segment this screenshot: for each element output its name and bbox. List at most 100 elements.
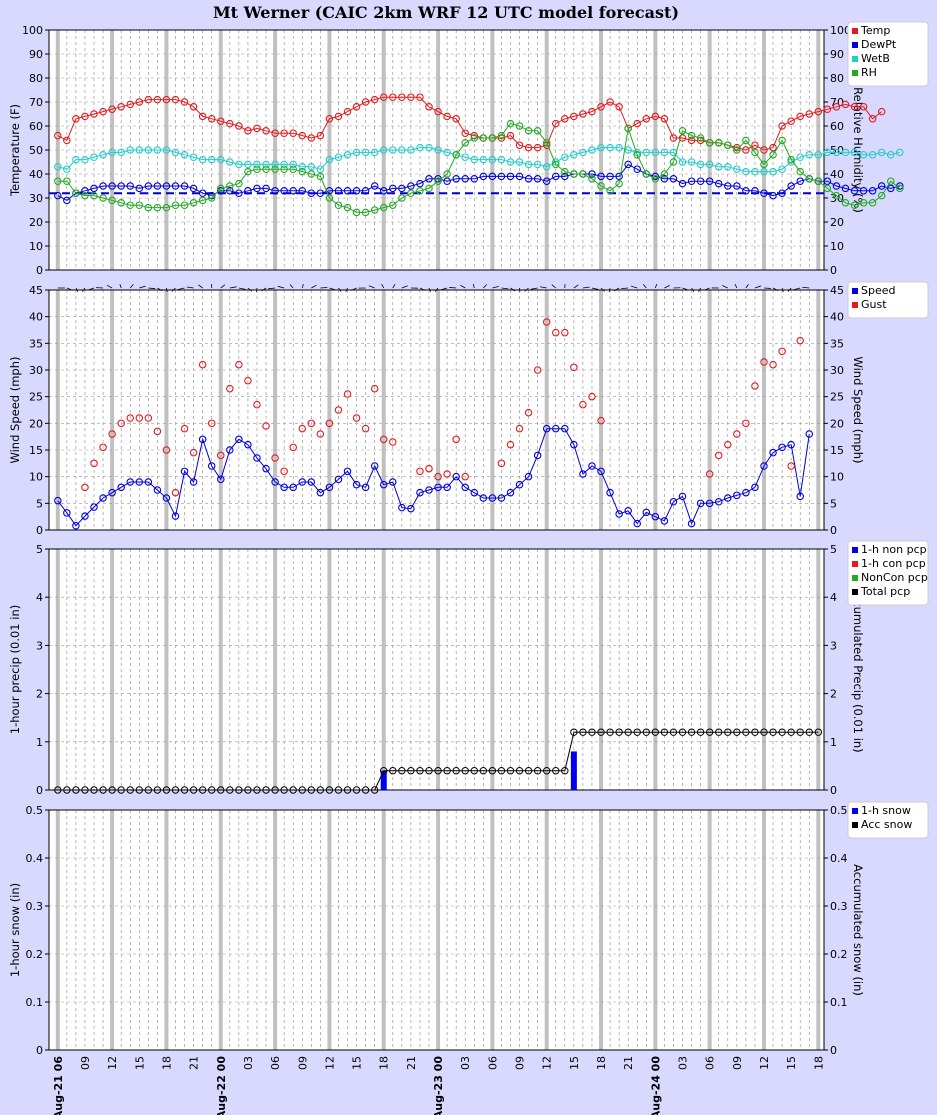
accum-point [660, 728, 669, 736]
dewpt-point [787, 182, 795, 190]
speed-point [542, 424, 551, 433]
speed-point [244, 440, 252, 449]
dewpt-point [778, 189, 786, 197]
wind-barb [654, 283, 658, 289]
temp-point [352, 103, 361, 111]
accum-point [606, 728, 614, 736]
dewpt-point [660, 175, 669, 183]
accum-point [63, 786, 71, 794]
x-date-label: Aug-24 00 [649, 1056, 662, 1115]
wind-barb [119, 283, 122, 289]
temp-point [271, 129, 279, 137]
temp-point [325, 115, 334, 123]
dewpt-point [63, 196, 71, 205]
accum-point [198, 786, 207, 794]
gust-point [787, 462, 795, 470]
x-tick-label: 09 [514, 1056, 527, 1070]
wetb-point [271, 160, 279, 169]
wind-barb [621, 287, 629, 290]
gust-point [108, 430, 116, 438]
temp-point [787, 117, 795, 125]
rh-point [90, 191, 98, 200]
gust-point [361, 424, 370, 433]
y-tick-label-right: 2 [830, 688, 837, 701]
temp-point [832, 103, 841, 111]
rh-point [461, 139, 469, 147]
temp-point [307, 134, 316, 142]
wetb-point [859, 151, 868, 159]
speed-point [805, 430, 814, 438]
dewpt-point [162, 182, 171, 190]
wind-barb [440, 287, 448, 291]
speed-point [696, 499, 705, 508]
accum-point [407, 767, 415, 775]
wind-barb [501, 287, 509, 290]
gust-point [189, 448, 198, 457]
legend-box [847, 21, 929, 87]
wetb-point [334, 153, 343, 161]
wind-barb [220, 284, 226, 289]
temp-point [461, 129, 469, 137]
x-tick-label: 06 [704, 1056, 717, 1070]
rh-point [135, 201, 144, 209]
y-tick-label-right: 15 [830, 444, 844, 457]
legend-swatch [852, 589, 858, 595]
dewpt-point [742, 187, 750, 195]
speed-point [705, 499, 714, 508]
wetb-point [742, 167, 750, 176]
wind-barb [66, 287, 73, 291]
gust-point [416, 467, 424, 476]
gust-point [180, 424, 189, 433]
x-tick-label: 09 [296, 1056, 309, 1070]
gust-point [135, 414, 144, 422]
accum-point [705, 728, 714, 736]
wetb-point [896, 148, 904, 157]
accum-point [733, 728, 741, 736]
wind-barb [722, 285, 728, 289]
y-tick-label-right: 90 [830, 48, 844, 61]
chart-title: Mt Werner (CAIC 2km WRF 12 UTC model for… [213, 3, 679, 22]
x-tick-label: 03 [677, 1056, 690, 1070]
dewpt-point [479, 172, 488, 181]
temp-point [81, 112, 89, 121]
x-tick-label: 12 [758, 1056, 771, 1070]
accum-point [189, 786, 198, 794]
accum-point [316, 786, 325, 794]
wetb-point [606, 143, 614, 152]
rh-point [389, 201, 397, 209]
accum-point [253, 786, 261, 794]
accum-point [543, 767, 551, 775]
wind-barb [793, 287, 801, 291]
y-axis-label-right: Relative Humidity (%) [851, 87, 865, 213]
speed-point [515, 480, 524, 489]
wind-barb [524, 287, 529, 292]
legend-entry: Gust [861, 298, 887, 311]
speed-point [769, 448, 777, 457]
y-axis-label: Temperature (F) [8, 104, 22, 197]
y-tick-label-right: 0.4 [830, 852, 848, 865]
y-tick-label: 5 [36, 543, 43, 556]
wind-barb [754, 285, 762, 289]
wetb-point [832, 148, 841, 157]
plot-border [48, 809, 825, 1051]
gust-point [280, 467, 288, 476]
temp-point [298, 131, 307, 140]
rh-point [669, 158, 678, 166]
accum-point [262, 786, 270, 794]
dewpt-point [370, 182, 379, 190]
dewpt-point [207, 191, 216, 200]
dewpt-point [189, 184, 198, 193]
legend-entry: Total pcp [860, 585, 910, 598]
dewpt-point [597, 172, 605, 181]
wetb-point [207, 155, 216, 164]
x-tick-label: 15 [133, 1056, 146, 1070]
temp-point [135, 98, 144, 106]
wind-barb [198, 284, 203, 289]
dewpt-point [678, 179, 687, 188]
wetb-point [479, 155, 488, 164]
y-tick-label-right: 0 [830, 784, 837, 797]
rh-point [832, 191, 841, 200]
speed-point [162, 494, 171, 502]
speed-point [370, 462, 379, 470]
gust-point [542, 318, 551, 326]
